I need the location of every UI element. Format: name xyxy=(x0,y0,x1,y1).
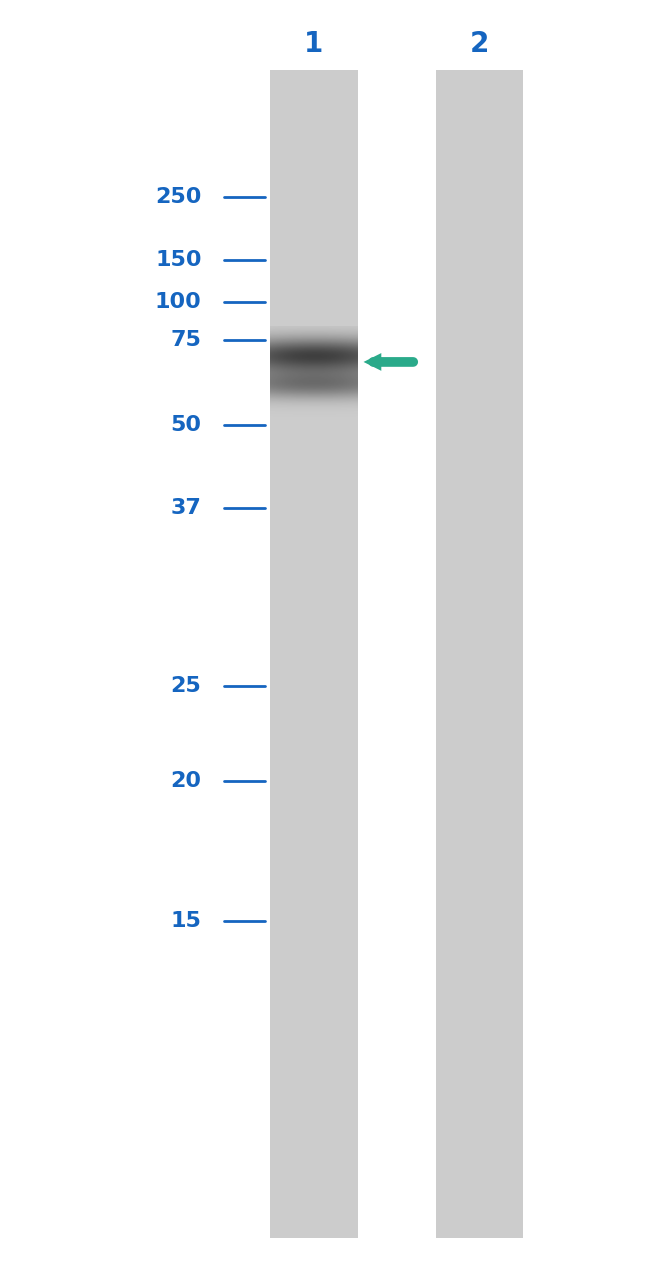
Bar xyxy=(436,70,523,1238)
Text: 50: 50 xyxy=(170,415,202,436)
Text: 37: 37 xyxy=(170,498,202,518)
Text: 100: 100 xyxy=(155,292,202,312)
Text: 2: 2 xyxy=(469,30,489,58)
Text: 25: 25 xyxy=(171,676,202,696)
Text: 1: 1 xyxy=(304,30,323,58)
Text: 250: 250 xyxy=(155,187,202,207)
Text: 75: 75 xyxy=(170,330,202,351)
Text: 15: 15 xyxy=(170,911,202,931)
Bar xyxy=(270,70,358,1238)
Text: 20: 20 xyxy=(170,771,202,791)
Text: 150: 150 xyxy=(155,250,202,271)
